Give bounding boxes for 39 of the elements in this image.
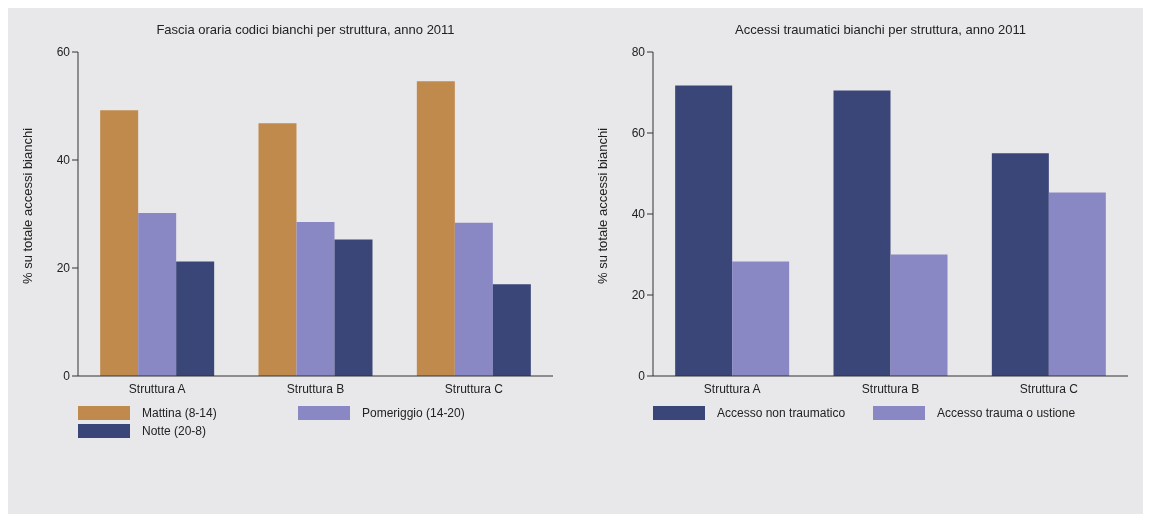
y-tick-label: 0 xyxy=(638,369,646,384)
chart-title: Accessi traumatici bianchi per struttura, anno 2011 xyxy=(734,22,1027,39)
legend-label: Notte (20-8) xyxy=(142,424,207,438)
bar xyxy=(732,261,790,376)
y-axis-title: % su totale accessi bianchi xyxy=(594,127,610,284)
bar xyxy=(1048,192,1106,376)
y-tick-label: 40 xyxy=(56,153,71,168)
bar xyxy=(334,239,373,376)
bar xyxy=(991,153,1049,376)
legend-label: Mattina (8-14) xyxy=(142,406,217,420)
y-tick-label: 40 xyxy=(631,207,646,222)
y-tick-label: 20 xyxy=(56,261,71,276)
bar xyxy=(416,81,455,376)
bar xyxy=(138,212,177,376)
legend-label: Pomeriggio (14-20) xyxy=(362,406,465,420)
chart-title: Fascia oraria codici bianchi per struttura, anno 2011 xyxy=(155,22,456,39)
bar xyxy=(454,222,493,376)
bar xyxy=(100,110,139,376)
bar xyxy=(258,123,297,376)
x-tick-label: Struttura C xyxy=(444,381,504,396)
bar xyxy=(492,284,531,376)
bar xyxy=(890,254,948,376)
bar xyxy=(296,222,335,376)
x-tick-label: Struttura A xyxy=(128,381,186,396)
x-tick-label: Struttura C xyxy=(1019,381,1079,396)
bar xyxy=(176,261,215,376)
legend-label: Accesso trauma o ustione xyxy=(937,406,1076,420)
y-tick-label: 80 xyxy=(631,45,646,60)
y-tick-label: 20 xyxy=(631,288,646,303)
x-tick-label: Struttura B xyxy=(861,381,920,396)
bar xyxy=(833,90,891,376)
y-tick-label: 0 xyxy=(63,369,71,384)
y-tick-label: 60 xyxy=(56,45,71,60)
x-tick-label: Struttura B xyxy=(286,381,345,396)
x-tick-label: Struttura A xyxy=(703,381,761,396)
y-tick-label: 60 xyxy=(631,126,646,141)
y-axis-title: % su totale accessi bianchi xyxy=(19,127,35,284)
bar xyxy=(675,85,733,376)
legend-label: Accesso non traumatico xyxy=(717,406,846,420)
